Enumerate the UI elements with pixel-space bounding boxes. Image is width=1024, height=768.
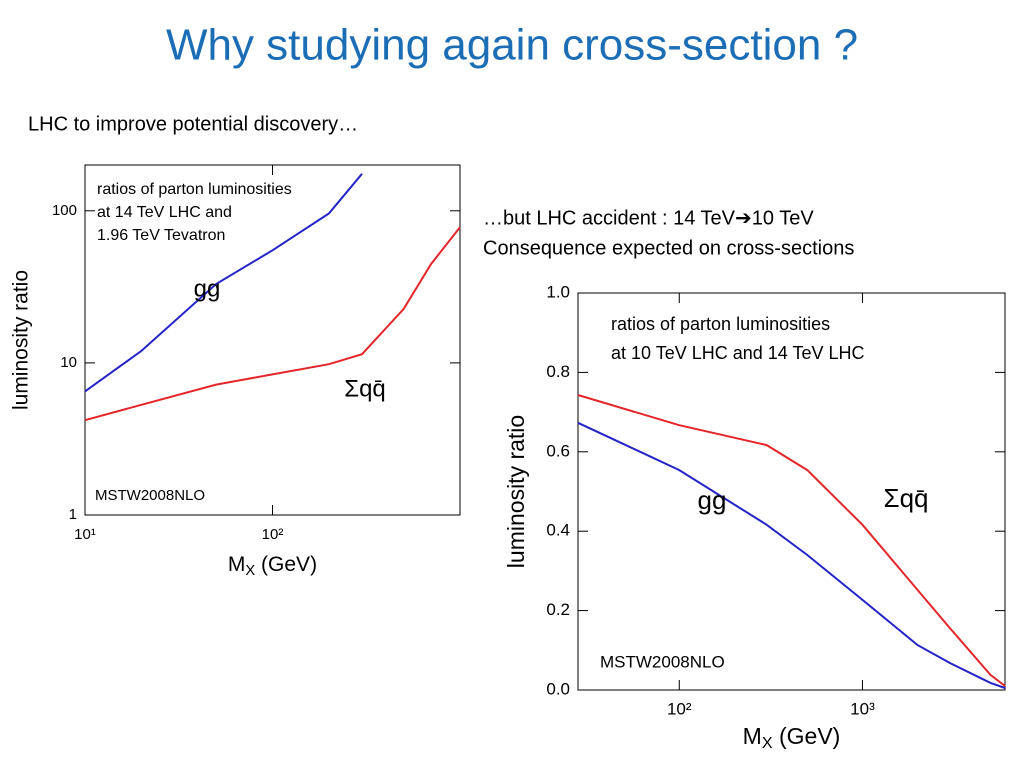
- y-axis-label: luminosity ratio: [10, 270, 33, 410]
- slide-title: Why studying again cross-section ?: [166, 21, 858, 70]
- x-axis-label-part: (GeV): [255, 553, 317, 576]
- chart-note: at 14 TeV LHC and: [97, 204, 232, 221]
- y-tick-label: 1: [69, 506, 77, 523]
- chart-note: 1.96 TeV Tevatron: [97, 227, 225, 244]
- series-label: gg: [698, 485, 727, 515]
- text-right: …but LHC accident : 14 TeV➔10 TeV: [483, 207, 814, 229]
- x-tick-label: 10²: [667, 699, 692, 718]
- y-tick-label: 1.0: [546, 282, 570, 301]
- y-axis-label: luminosity ratio: [503, 415, 529, 568]
- text-left: LHC to improve potential discovery…: [28, 113, 358, 135]
- y-tick-label: 0.4: [546, 521, 570, 540]
- chart-note: at 10 TeV LHC and 14 TeV LHC: [611, 343, 865, 363]
- y-tick-label: 0.8: [546, 362, 570, 381]
- x-tick-label: 10²: [262, 526, 284, 543]
- x-axis-label: MX (GeV): [743, 723, 841, 752]
- x-tick-label: 10³: [850, 699, 875, 718]
- x-axis-label: MX (GeV): [228, 553, 317, 579]
- y-tick-label: 100: [52, 202, 77, 219]
- x-axis-label-part: M: [228, 553, 246, 576]
- series-line: [577, 394, 1006, 687]
- series-label: Σqq̄: [344, 375, 386, 402]
- x-axis-label-part: (GeV): [773, 723, 841, 749]
- plot-frame: [577, 292, 1006, 691]
- chart-annotation: MSTW2008NLO: [95, 487, 205, 504]
- series-line: [84, 173, 363, 393]
- y-tick-label: 0.6: [546, 441, 570, 460]
- x-axis-label-part: M: [743, 723, 762, 749]
- x-axis-label-part: X: [245, 563, 255, 579]
- series-line: [577, 421, 1006, 689]
- text-right: Consequence expected on cross-sections: [483, 237, 854, 259]
- chart-note: ratios of parton luminosities: [97, 181, 292, 198]
- y-tick-label: 10: [60, 354, 77, 371]
- chart-note: ratios of parton luminosities: [611, 314, 830, 334]
- series-label: Σqq̄: [884, 483, 929, 513]
- x-axis-label-part: X: [762, 734, 773, 752]
- y-tick-label: 0.0: [546, 679, 570, 698]
- chart-annotation: MSTW2008NLO: [600, 652, 725, 671]
- y-tick-label: 0.2: [546, 600, 570, 619]
- series-label: gg: [194, 275, 221, 302]
- x-tick-label: 10¹: [74, 526, 96, 543]
- series-line: [84, 226, 461, 422]
